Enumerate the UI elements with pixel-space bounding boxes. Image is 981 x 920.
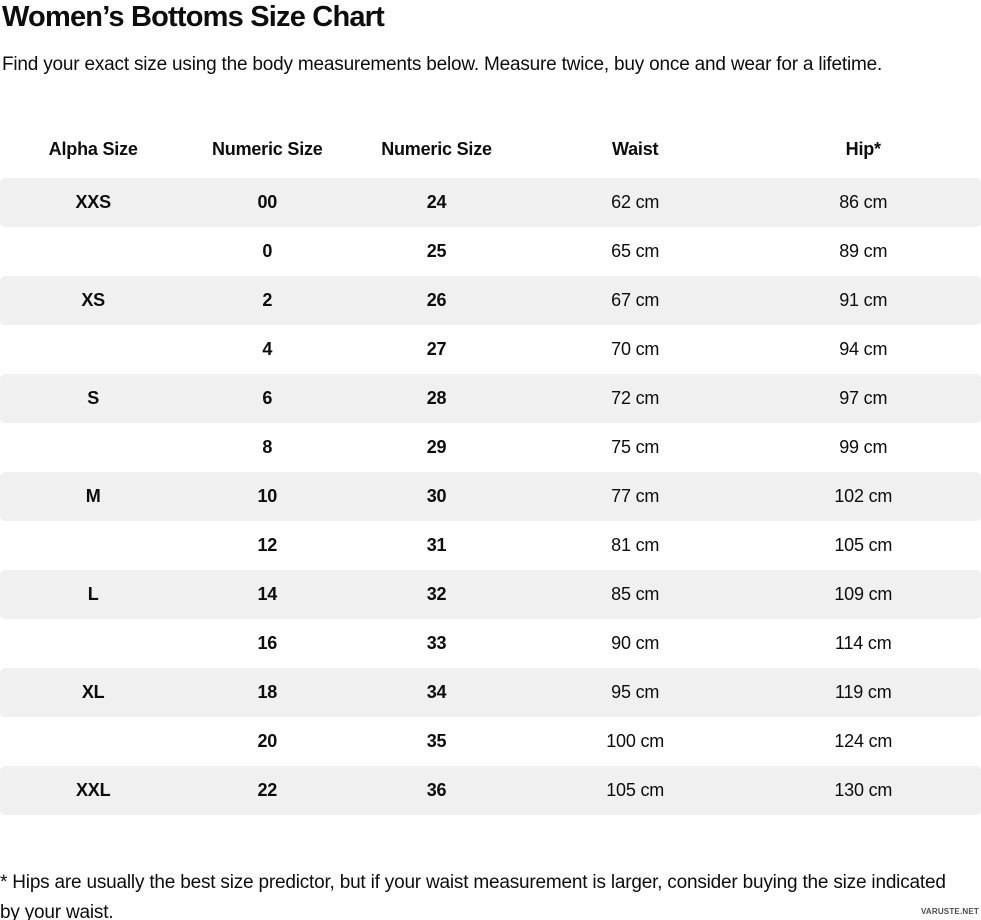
table-cell: XXL — [0, 765, 187, 815]
table-cell: M — [0, 471, 187, 521]
table-cell: 67 cm — [524, 275, 746, 325]
table-cell: 97 cm — [745, 373, 981, 423]
table-cell: 100 cm — [606, 730, 665, 751]
table-cell: 28 — [348, 373, 525, 423]
table-cell — [0, 325, 186, 374]
table-cell: 105 cm — [834, 534, 893, 555]
table-cell: 95 cm — [524, 667, 746, 717]
table-row: 0 25 65 cm 89 cm — [0, 227, 981, 276]
table-cell: 77 cm — [524, 471, 746, 521]
table-cell: 0 — [262, 240, 273, 261]
table-cell: 18 — [186, 667, 349, 717]
table-row: M 10 30 77 cm 102 cm — [0, 471, 981, 521]
table-row: 16 33 90 cm 114 cm — [0, 619, 981, 668]
table-cell: 70 cm — [611, 338, 660, 359]
table-cell: 72 cm — [524, 373, 746, 423]
table-cell: XL — [0, 667, 187, 717]
table-cell — [0, 619, 186, 668]
column-header-4: Hip* — [845, 138, 881, 159]
table-cell: 89 cm — [839, 240, 888, 261]
table-cell: 124 cm — [834, 730, 893, 751]
table-cell: S — [0, 373, 187, 423]
table-cell — [0, 423, 186, 472]
table-cell: 119 cm — [745, 667, 981, 717]
table-row: L 14 32 85 cm 109 cm — [0, 569, 981, 619]
size-chart-table: Alpha Size Numeric Size Numeric Size Waist H… — [0, 121, 981, 815]
table-row: 4 27 70 cm 94 cm — [0, 325, 981, 374]
table-cell: 33 — [426, 632, 447, 653]
page-subtitle: Find your exact size using the body meas… — [2, 53, 883, 75]
table-header-row: Alpha Size Numeric Size Numeric Size Waist H… — [0, 121, 981, 178]
table-cell: 36 — [348, 765, 525, 815]
table-cell: 102 cm — [745, 471, 981, 521]
table-row: XXL 22 36 105 cm 130 cm — [0, 765, 981, 815]
table-cell: 62 cm — [524, 177, 746, 227]
table-cell: 31 — [426, 534, 447, 555]
footnote: * Hips are usually the best size predict… — [0, 871, 946, 920]
table-cell: 94 cm — [839, 338, 888, 359]
table-cell: 8 — [262, 436, 273, 457]
table-row: 12 31 81 cm 105 cm — [0, 521, 981, 570]
table-row: XS 2 26 67 cm 91 cm — [0, 275, 981, 325]
table-cell: 65 cm — [611, 240, 660, 261]
table-row: 20 35 100 cm 124 cm — [0, 717, 981, 766]
column-header-2: Numeric Size — [381, 138, 492, 159]
table-cell: 34 — [348, 667, 525, 717]
table-cell: 30 — [348, 471, 525, 521]
table-cell: 81 cm — [611, 534, 660, 555]
table-cell: 20 — [257, 730, 278, 751]
page-title: Women’s Bottoms Size Chart — [2, 1, 385, 33]
table-cell: 75 cm — [611, 436, 660, 457]
table-cell: 90 cm — [611, 632, 660, 653]
table-row: S 6 28 72 cm 97 cm — [0, 373, 981, 423]
table-cell: 16 — [257, 632, 278, 653]
table-cell: 25 — [426, 240, 447, 261]
table-row: 8 29 75 cm 99 cm — [0, 423, 981, 472]
table-cell: 00 — [186, 177, 349, 227]
column-header-3: Waist — [612, 138, 659, 159]
column-header-1: Numeric Size — [211, 138, 323, 159]
table-cell: 99 cm — [839, 436, 888, 457]
table-cell: XS — [0, 275, 187, 325]
table-cell: 2 — [186, 275, 349, 325]
table-cell: XXS — [0, 177, 187, 227]
table-cell: 10 — [186, 471, 349, 521]
table-cell — [0, 521, 186, 570]
table-cell — [0, 717, 186, 766]
table-cell: 86 cm — [745, 177, 981, 227]
table-cell: 32 — [348, 569, 525, 619]
watermark: VARUSTE.NET — [920, 907, 979, 916]
table-cell: 35 — [426, 730, 447, 751]
table-cell: 24 — [348, 177, 525, 227]
table-cell — [0, 227, 186, 276]
table-cell: L — [0, 569, 187, 619]
table-cell: 22 — [186, 765, 349, 815]
table-cell: 29 — [426, 436, 447, 457]
table-cell: 105 cm — [524, 765, 746, 815]
table-cell: 6 — [186, 373, 349, 423]
table-cell: 109 cm — [745, 569, 981, 619]
column-header-0: Alpha Size — [48, 138, 138, 159]
table-cell: 130 cm — [745, 765, 981, 815]
table-row: XXS 00 24 62 cm 86 cm — [0, 177, 981, 227]
table-cell: 14 — [186, 569, 349, 619]
table-cell: 114 cm — [835, 632, 892, 653]
table-cell: 26 — [348, 275, 525, 325]
table-cell: 91 cm — [745, 275, 981, 325]
table-row: XL 18 34 95 cm 119 cm — [0, 667, 981, 717]
table-cell: 27 — [426, 338, 447, 359]
table-cell: 4 — [262, 338, 273, 359]
table-cell: 12 — [257, 534, 278, 555]
table-cell: 85 cm — [524, 569, 746, 619]
